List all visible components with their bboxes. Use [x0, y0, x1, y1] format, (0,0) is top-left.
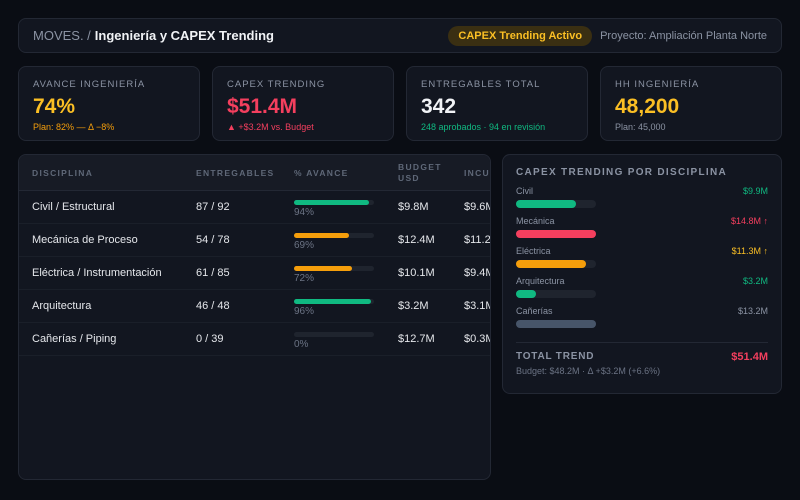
capex-item: Mecánica $14.8M ↑: [516, 216, 768, 238]
table-row[interactable]: Mecánica de Proceso 54 / 78 69% $12.4M $…: [19, 224, 490, 257]
capex-bar: [516, 260, 596, 268]
disciplina-cell: Eléctrica / Instrumentación: [32, 267, 162, 279]
capex-item-value: $9.9M: [742, 186, 768, 196]
disciplina-cell: Arquitectura: [32, 300, 92, 312]
kpi-card: CAPEX TRENDING $51.4M ▲ +$3.2M vs. Budge…: [212, 66, 394, 141]
avance-pct: 0%: [294, 339, 309, 350]
breadcrumb[interactable]: MOVES. /: [33, 28, 91, 43]
avance-pct: 94%: [294, 207, 315, 218]
avance-pct: 72%: [294, 273, 315, 284]
budget-line: Budget: $48.2M · Δ +$3.2M (+6.6%): [516, 366, 661, 376]
capex-item-value: $13.2M: [737, 306, 768, 316]
avance-cell: 69%: [294, 229, 374, 251]
kpi-subtext: Plan: 82% — Δ −8%: [33, 122, 115, 132]
kpi-subtext: 248 aprobados · 94 en revisión: [421, 122, 546, 132]
kpi-subtext: Plan: 45,000: [615, 122, 666, 132]
entregables-cell: 0 / 39: [196, 333, 224, 345]
capex-bar: [516, 290, 596, 298]
disciplines-table: DISCIPLINA ENTREGABLES % AVANCE BUDGET U…: [18, 154, 491, 480]
kpi-value: 74%: [33, 95, 76, 118]
budget-cell: $10.1M: [398, 267, 435, 279]
progress-bar: [294, 266, 374, 271]
entregables-cell: 46 / 48: [196, 300, 230, 312]
incurrido-cell: $9.4M: [464, 267, 490, 279]
capex-bar: [516, 230, 596, 238]
entregables-cell: 54 / 78: [196, 234, 230, 246]
capex-item-label: Civil: [516, 186, 533, 196]
capex-item-label: Eléctrica: [516, 246, 551, 256]
budget-cell: $12.4M: [398, 234, 435, 246]
capex-item: Civil $9.9M: [516, 186, 768, 208]
incurrido-cell: $3.1M: [464, 300, 490, 312]
capex-item: Arquitectura $3.2M: [516, 276, 768, 298]
kpi-value: $51.4M: [227, 95, 298, 118]
col-avance: % AVANCE: [294, 167, 349, 178]
avance-cell: 94%: [294, 196, 374, 218]
avance-cell: 72%: [294, 262, 374, 284]
table-row[interactable]: Civil / Estructural 87 / 92 94% $9.8M $9…: [19, 191, 490, 224]
capex-bar: [516, 320, 596, 328]
status-badge: CAPEX Trending Activo: [448, 25, 593, 46]
total-value: $51.4M: [731, 351, 768, 363]
capex-item: Cañerías $13.2M: [516, 306, 768, 328]
disciplina-cell: Civil / Estructural: [32, 201, 115, 213]
project-label: Proyecto: Ampliación Planta Norte: [600, 29, 767, 42]
incurrido-cell: $9.6M: [464, 201, 490, 213]
capex-item-value: $11.3M ↑: [731, 246, 768, 256]
capex-item-label: Cañerías: [516, 306, 553, 316]
capex-item-value: $3.2M: [742, 276, 768, 286]
capex-title: CAPEX TRENDING POR DISCIPLINA: [516, 167, 728, 178]
entregables-cell: 87 / 92: [196, 201, 230, 213]
kpi-card: ENTREGABLES TOTAL 342 248 aprobados · 94…: [406, 66, 588, 141]
progress-bar: [294, 200, 374, 205]
avance-pct: 96%: [294, 306, 315, 317]
kpi-subtext: ▲ +$3.2M vs. Budget: [227, 122, 314, 132]
col-budget: BUDGET USD: [398, 161, 442, 183]
capex-panel: CAPEX TRENDING POR DISCIPLINA Civil $9.9M…: [502, 154, 782, 394]
kpi-value: 342: [421, 95, 457, 118]
incurrido-cell: $0.3M: [464, 333, 490, 345]
budget-cell: $3.2M: [398, 300, 429, 312]
kpi-label: CAPEX TRENDING: [227, 79, 326, 90]
disciplina-cell: Cañerías / Piping: [32, 333, 117, 345]
avance-cell: 0%: [294, 328, 374, 350]
kpi-label: HH INGENIERÍA: [615, 79, 700, 90]
budget-cell: $9.8M: [398, 201, 429, 213]
kpi-label: AVANCE INGENIERÍA: [33, 79, 146, 90]
table-row[interactable]: Arquitectura 46 / 48 96% $3.2M $3.1M: [19, 290, 490, 323]
kpi-card: AVANCE INGENIERÍA 74% Plan: 82% — Δ −8%: [18, 66, 200, 141]
entregables-cell: 61 / 85: [196, 267, 230, 279]
capex-item-label: Mecánica: [516, 216, 555, 226]
capex-item-label: Arquitectura: [516, 276, 565, 286]
avance-cell: 96%: [294, 295, 374, 317]
progress-bar: [294, 332, 374, 337]
progress-bar: [294, 233, 374, 238]
table-row[interactable]: Eléctrica / Instrumentación 61 / 85 72% …: [19, 257, 490, 290]
table-row[interactable]: Cañerías / Piping 0 / 39 0% $12.7M $0.3M: [19, 323, 490, 356]
capex-bar: [516, 200, 596, 208]
col-disciplina: DISCIPLINA: [32, 167, 94, 178]
col-entregables: ENTREGABLES: [196, 167, 275, 178]
total-label: TOTAL TREND: [516, 351, 595, 362]
kpi-value: 48,200: [615, 95, 680, 118]
disciplina-cell: Mecánica de Proceso: [32, 234, 138, 246]
kpi-label: ENTREGABLES TOTAL: [421, 79, 541, 90]
col-incurrido: INCU: [464, 167, 490, 178]
avance-pct: 69%: [294, 240, 315, 251]
capex-item-value: $14.8M ↑: [730, 216, 768, 226]
budget-cell: $12.7M: [398, 333, 435, 345]
progress-bar: [294, 299, 374, 304]
header-bar: MOVES. / Ingeniería y CAPEX Trending CAP…: [18, 18, 782, 53]
table-header: DISCIPLINA ENTREGABLES % AVANCE BUDGET U…: [19, 155, 490, 191]
total-section: TOTAL TREND $51.4M Budget: $48.2M · Δ +$3…: [516, 342, 768, 376]
page-title: Ingeniería y CAPEX Trending: [94, 28, 274, 43]
capex-item: Eléctrica $11.3M ↑: [516, 246, 768, 268]
incurrido-cell: $11.2: [464, 234, 491, 246]
kpi-card: HH INGENIERÍA 48,200 Plan: 45,000: [600, 66, 782, 141]
